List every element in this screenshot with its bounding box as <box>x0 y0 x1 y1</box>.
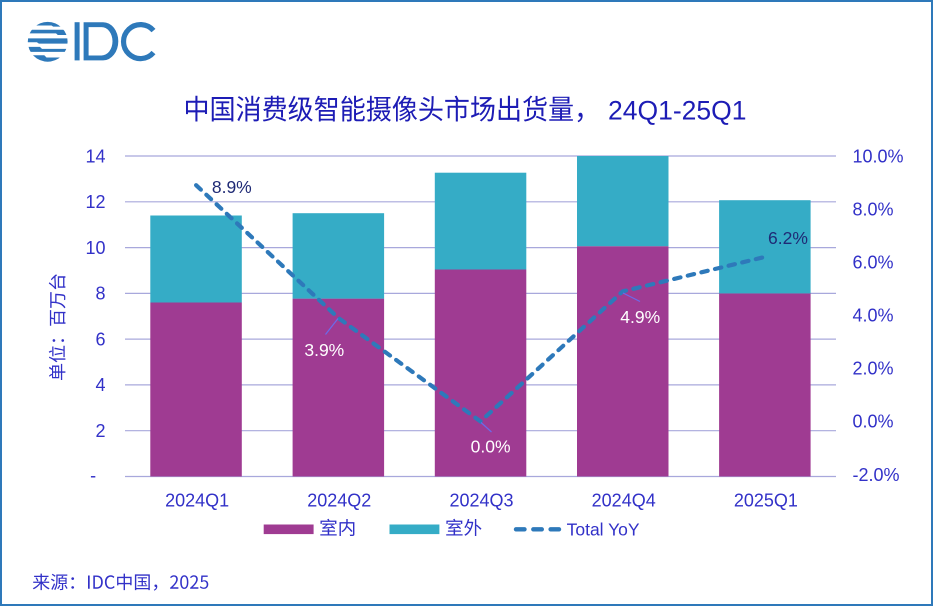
svg-text:-: - <box>90 465 96 485</box>
svg-text:6.2%: 6.2% <box>768 228 808 248</box>
svg-text:3.9%: 3.9% <box>304 340 344 360</box>
svg-text:10.0%: 10.0% <box>853 146 904 166</box>
svg-text:4.9%: 4.9% <box>620 307 660 327</box>
svg-text:10: 10 <box>85 238 105 258</box>
svg-text:2024Q3: 2024Q3 <box>449 491 513 511</box>
svg-text:2025Q1: 2025Q1 <box>734 491 798 511</box>
svg-text:6: 6 <box>95 329 105 349</box>
svg-text:12: 12 <box>85 192 105 212</box>
svg-text:4.0%: 4.0% <box>853 306 894 326</box>
svg-text:2: 2 <box>95 421 105 441</box>
svg-text:14: 14 <box>85 146 105 166</box>
svg-text:8.0%: 8.0% <box>853 199 894 219</box>
svg-text:2024Q2: 2024Q2 <box>307 491 371 511</box>
svg-text:Total YoY: Total YoY <box>567 519 640 539</box>
svg-text:2.0%: 2.0% <box>853 359 894 379</box>
svg-text:2024Q1: 2024Q1 <box>165 491 229 511</box>
svg-text:-2.0%: -2.0% <box>853 465 900 485</box>
svg-text:6.0%: 6.0% <box>853 253 894 273</box>
svg-text:0.0%: 0.0% <box>471 437 511 457</box>
svg-text:8.9%: 8.9% <box>212 177 252 197</box>
svg-text:4: 4 <box>95 375 105 395</box>
svg-text:24Q1-25Q1: 24Q1-25Q1 <box>608 95 746 125</box>
svg-text:0.0%: 0.0% <box>853 412 894 432</box>
svg-text:2024Q4: 2024Q4 <box>592 491 656 511</box>
svg-text:8: 8 <box>95 284 105 304</box>
